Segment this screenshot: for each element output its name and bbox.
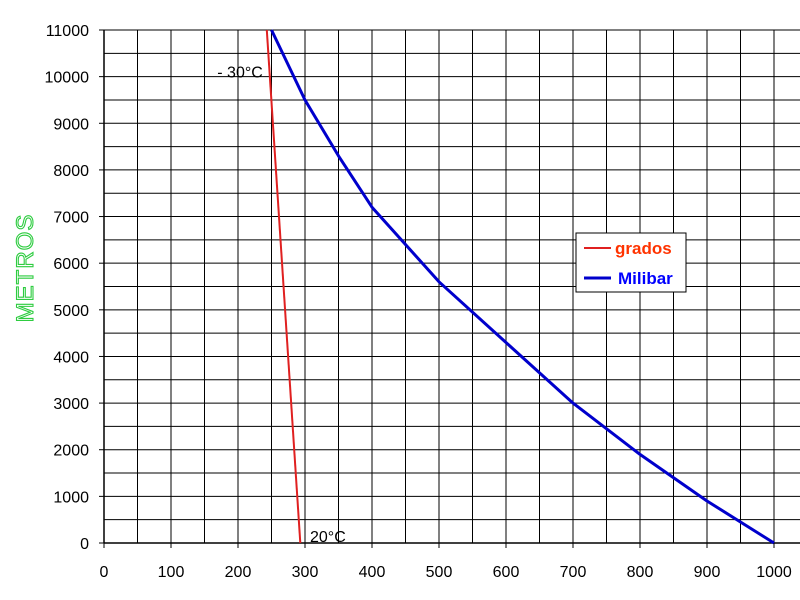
y-tick-label: 11000	[46, 23, 89, 40]
x-tick-label: 200	[225, 564, 252, 581]
y-tick-label: 3000	[53, 396, 89, 413]
y-tick-label: 1000	[53, 489, 89, 506]
y-tick-label: 7000	[53, 210, 89, 227]
legend: grados Milibar	[575, 232, 687, 293]
x-tick-label: 0	[100, 564, 109, 581]
grid	[103, 29, 800, 544]
series-layer	[265, 29, 775, 545]
legend-label-milibar: Milibar	[618, 269, 673, 288]
x-tick-label: 300	[292, 564, 319, 581]
y-tick-label: 0	[80, 536, 89, 553]
legend-box	[575, 232, 687, 293]
x-tick-label: 800	[627, 564, 654, 581]
x-tick-label: 700	[560, 564, 587, 581]
y-tick-label: 6000	[53, 256, 89, 273]
y-tick-label: 5000	[53, 303, 89, 320]
y-axis-label: METROS	[12, 214, 39, 323]
y-tick-label: 2000	[53, 443, 89, 460]
x-tick-label: 600	[493, 564, 520, 581]
legend-label-grados: grados	[615, 239, 672, 258]
x-tick-label: 1000	[756, 564, 792, 581]
series-line-grados	[265, 29, 302, 544]
y-tick-labels: 0 1000 2000 3000 4000 5000 6000 7000 8000 9000 100…	[45, 23, 104, 553]
y-tick-label: 8000	[53, 163, 89, 180]
x-tick-labels: 0 100 200 300 400 500 600 700 800 900 1000	[100, 543, 792, 581]
y-tick-label: 10000	[45, 70, 90, 87]
y-tick-label: 9000	[53, 116, 89, 133]
x-tick-label: 100	[158, 564, 185, 581]
annotation-top-temp: - 30°C	[217, 65, 263, 82]
x-tick-label: 500	[426, 564, 453, 581]
x-tick-label: 400	[359, 564, 386, 581]
x-tick-label: 900	[694, 564, 721, 581]
y-tick-label: 4000	[53, 349, 89, 366]
series-line-milibar	[270, 29, 775, 545]
annotations: - 30°C 20°C	[217, 65, 345, 546]
annotation-bottom-temp: 20°C	[310, 529, 346, 546]
